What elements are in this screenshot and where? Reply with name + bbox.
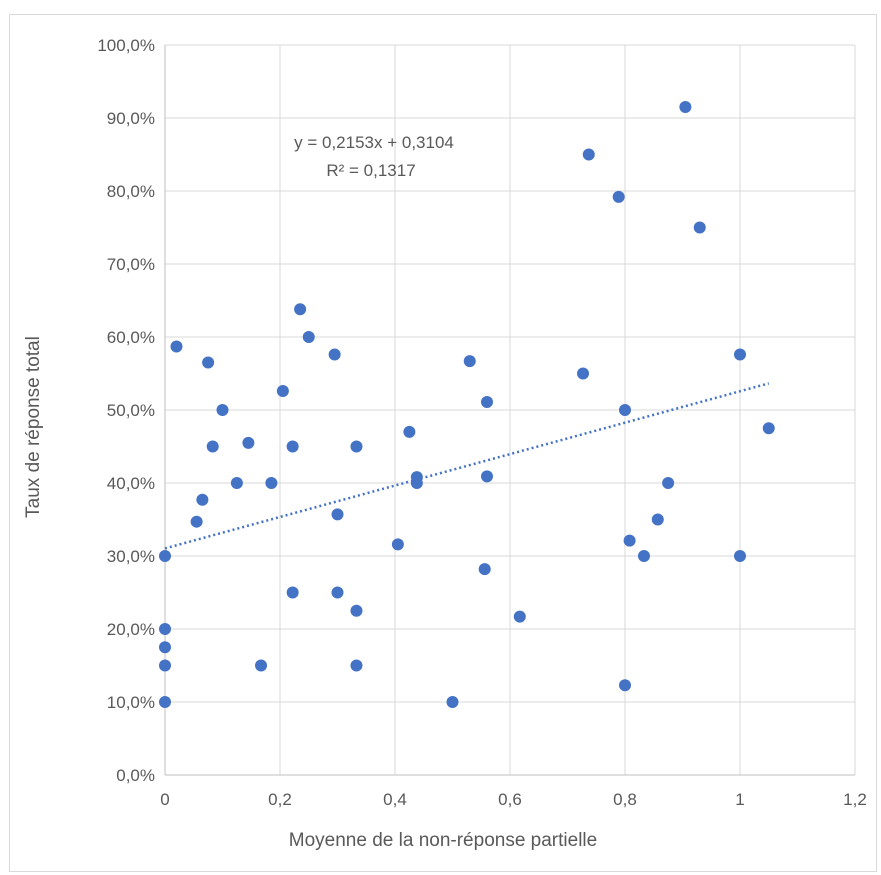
data-point bbox=[391, 538, 404, 551]
trendline-equation: y = 0,2153x + 0,3104 bbox=[294, 133, 454, 152]
data-point bbox=[170, 340, 183, 353]
scatter-chart: 0,0% 10,0% 20,0% 30,0% 40,0% 50,0% 60,0% 70,0% 8… bbox=[23, 36, 867, 851]
data-point bbox=[328, 348, 341, 361]
data-point bbox=[481, 470, 493, 483]
data-point bbox=[679, 101, 692, 114]
data-point bbox=[463, 355, 476, 368]
y-axis-title: Taux de réponse total bbox=[23, 336, 44, 518]
data-point bbox=[350, 440, 363, 453]
chart-frame: 0,0% 10,0% 20,0% 30,0% 40,0% 50,0% 60,0% 70,0% 8… bbox=[9, 14, 877, 872]
data-point bbox=[734, 348, 746, 361]
data-point bbox=[619, 679, 631, 692]
y-tick-label: 70,0% bbox=[107, 255, 155, 274]
data-point bbox=[331, 508, 344, 521]
x-tick-label: 0,6 bbox=[498, 790, 522, 809]
data-point bbox=[255, 659, 268, 672]
tick-labels: 0,0% 10,0% 20,0% 30,0% 40,0% 50,0% 60,0% 70,0% 8… bbox=[97, 36, 866, 809]
x-tick-label: 1,2 bbox=[843, 790, 867, 809]
data-point bbox=[662, 477, 675, 489]
trendline-path bbox=[164, 382, 770, 550]
data-point bbox=[242, 436, 255, 449]
data-point bbox=[651, 513, 664, 526]
y-tick-label: 40,0% bbox=[107, 474, 155, 493]
data-point bbox=[159, 641, 171, 654]
x-tick-label: 0,4 bbox=[383, 790, 407, 809]
data-point bbox=[159, 696, 171, 708]
data-point bbox=[623, 534, 636, 547]
data-point bbox=[513, 610, 526, 623]
data-point bbox=[294, 303, 307, 316]
trendline-r-squared: R² = 0,1317 bbox=[326, 161, 415, 180]
data-point bbox=[734, 550, 746, 562]
data-point bbox=[403, 425, 416, 438]
data-point bbox=[446, 696, 459, 708]
trendline bbox=[164, 382, 770, 550]
y-tick-label: 80,0% bbox=[107, 182, 155, 201]
x-axis-title: Moyenne de la non-réponse partielle bbox=[289, 830, 597, 851]
data-point bbox=[577, 367, 590, 380]
data-point bbox=[619, 404, 631, 416]
y-tick-label: 50,0% bbox=[107, 401, 155, 420]
data-point bbox=[216, 404, 229, 416]
data-point bbox=[230, 477, 243, 489]
data-point bbox=[350, 659, 363, 672]
data-point bbox=[159, 659, 171, 672]
data-point bbox=[762, 422, 775, 435]
y-tick-label: 0,0% bbox=[116, 766, 155, 785]
data-point bbox=[190, 515, 203, 528]
y-tick-label: 10,0% bbox=[107, 693, 155, 712]
data-point bbox=[350, 604, 363, 617]
data-point bbox=[637, 550, 650, 562]
data-point bbox=[159, 550, 171, 562]
grid-lines bbox=[165, 44, 856, 775]
data-points bbox=[159, 101, 775, 708]
data-point bbox=[202, 356, 215, 369]
data-point bbox=[331, 586, 344, 599]
data-point bbox=[286, 440, 299, 453]
y-tick-label: 90,0% bbox=[107, 109, 155, 128]
x-tick-label: 0 bbox=[160, 790, 169, 809]
data-point bbox=[612, 190, 625, 203]
data-point bbox=[265, 477, 278, 489]
data-point bbox=[159, 623, 171, 635]
data-point bbox=[206, 440, 219, 453]
x-tick-label: 1 bbox=[735, 790, 744, 809]
data-point bbox=[410, 477, 423, 489]
y-tick-label: 100,0% bbox=[97, 36, 155, 55]
data-point bbox=[478, 563, 491, 576]
y-tick-label: 60,0% bbox=[107, 328, 155, 347]
data-point bbox=[196, 493, 209, 506]
data-point bbox=[276, 385, 289, 398]
x-tick-label: 0,2 bbox=[268, 790, 292, 809]
data-point bbox=[693, 221, 706, 234]
data-point bbox=[481, 395, 493, 408]
x-tick-label: 0,8 bbox=[613, 790, 637, 809]
axes bbox=[164, 45, 855, 776]
y-tick-label: 20,0% bbox=[107, 620, 155, 639]
y-tick-label: 30,0% bbox=[107, 547, 155, 566]
data-point bbox=[582, 148, 595, 161]
data-point bbox=[302, 331, 315, 343]
data-point bbox=[286, 586, 299, 599]
